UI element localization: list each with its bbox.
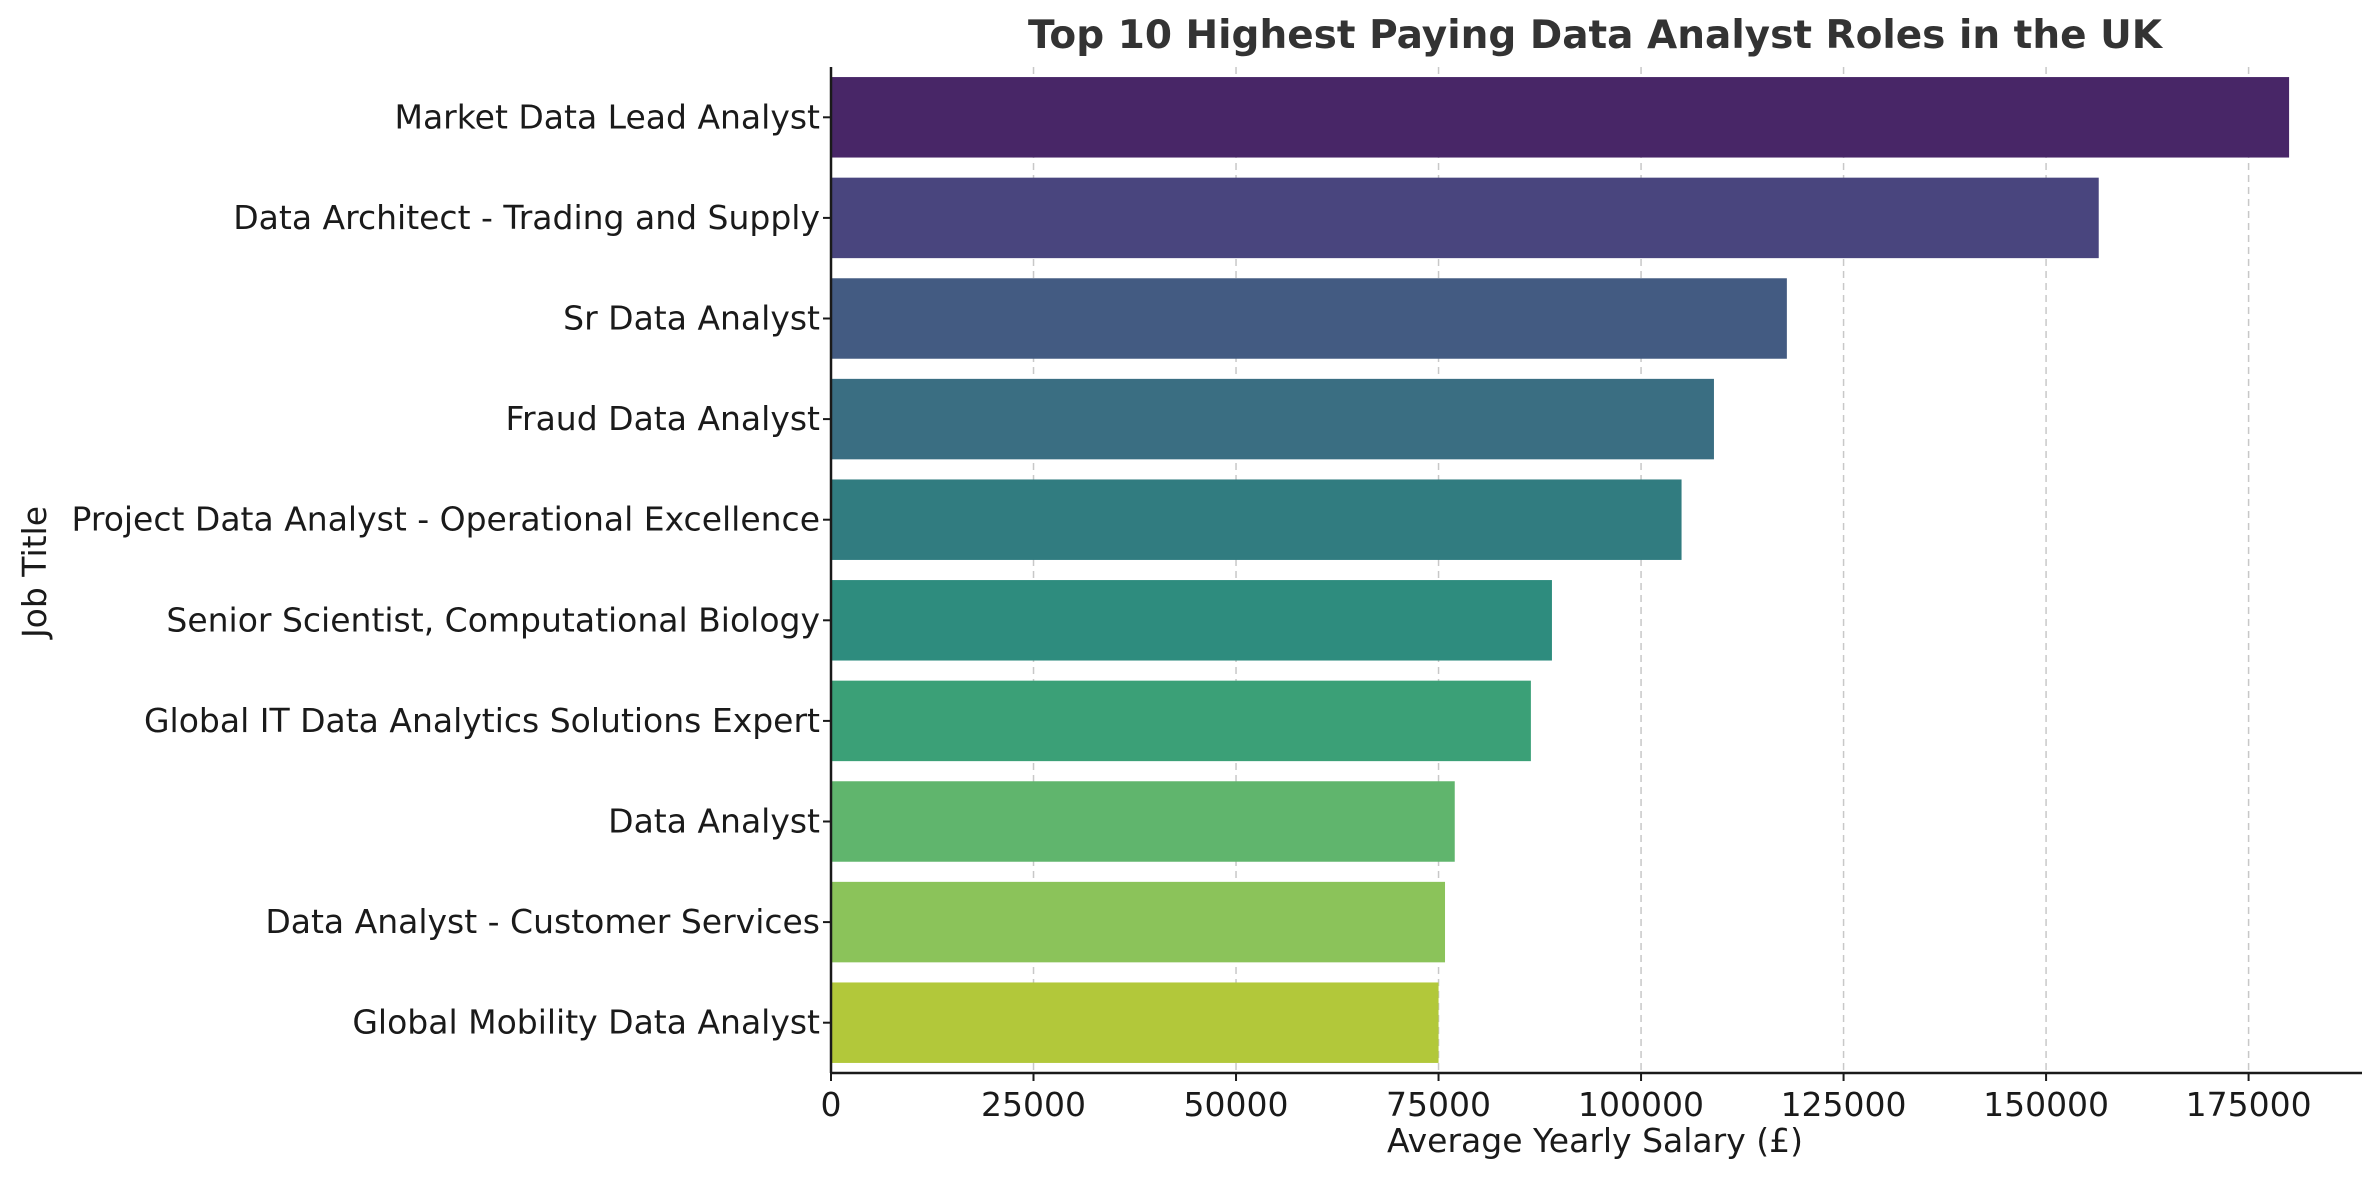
- bar-6: [831, 580, 1552, 661]
- x-tick-label-0: 0: [821, 1085, 842, 1124]
- x-tick-label-5: 125000: [1781, 1085, 1907, 1124]
- y-tick-label-7: Global IT Data Analytics Solutions Exper…: [144, 701, 820, 740]
- y-tick-labels: Market Data Lead Analyst Data Architect -…: [72, 97, 831, 1042]
- bars: [831, 77, 2290, 1063]
- x-tick-labels: 0 25000 50000 75000 100000 125000 150000 175000: [821, 1073, 2312, 1124]
- y-tick-label-2: Data Architect - Trading and Supply: [233, 198, 820, 237]
- bar-10: [831, 982, 1439, 1063]
- axes: [829, 67, 2362, 1075]
- y-axis-label: Job Title: [15, 506, 54, 640]
- bar-4: [831, 378, 1714, 460]
- x-tick-label-3: 75000: [1386, 1085, 1491, 1124]
- bar-3: [831, 278, 1787, 359]
- bar-1: [831, 77, 2290, 158]
- y-tick-label-6: Senior Scientist, Computational Biology: [166, 600, 820, 639]
- x-tick-label-2: 50000: [1184, 1085, 1289, 1124]
- y-tick-label-1: Market Data Lead Analyst: [394, 97, 820, 136]
- x-tick-label-4: 100000: [1578, 1085, 1704, 1124]
- bar-9: [831, 881, 1446, 963]
- y-tick-label-5: Project Data Analyst - Operational Excel…: [72, 500, 820, 539]
- x-tick-label-1: 25000: [981, 1085, 1086, 1124]
- bar-5: [831, 479, 1682, 560]
- y-tick-label-10: Global Mobility Data Analyst: [352, 1003, 820, 1042]
- x-tick-label-7: 175000: [2186, 1085, 2312, 1124]
- y-tick-label-9: Data Analyst - Customer Services: [265, 902, 820, 941]
- bar-2: [831, 177, 2099, 259]
- chart-title: Top 10 Highest Paying Data Analyst Roles…: [1028, 13, 2164, 58]
- y-tick-label-8: Data Analyst: [608, 802, 820, 841]
- x-axis-label: Average Yearly Salary (£): [1387, 1121, 1803, 1160]
- bar-7: [831, 680, 1531, 762]
- y-tick-label-3: Sr Data Analyst: [563, 299, 820, 338]
- bar-8: [831, 781, 1455, 862]
- y-tick-label-4: Fraud Data Analyst: [505, 399, 820, 438]
- x-tick-label-6: 150000: [1983, 1085, 2109, 1124]
